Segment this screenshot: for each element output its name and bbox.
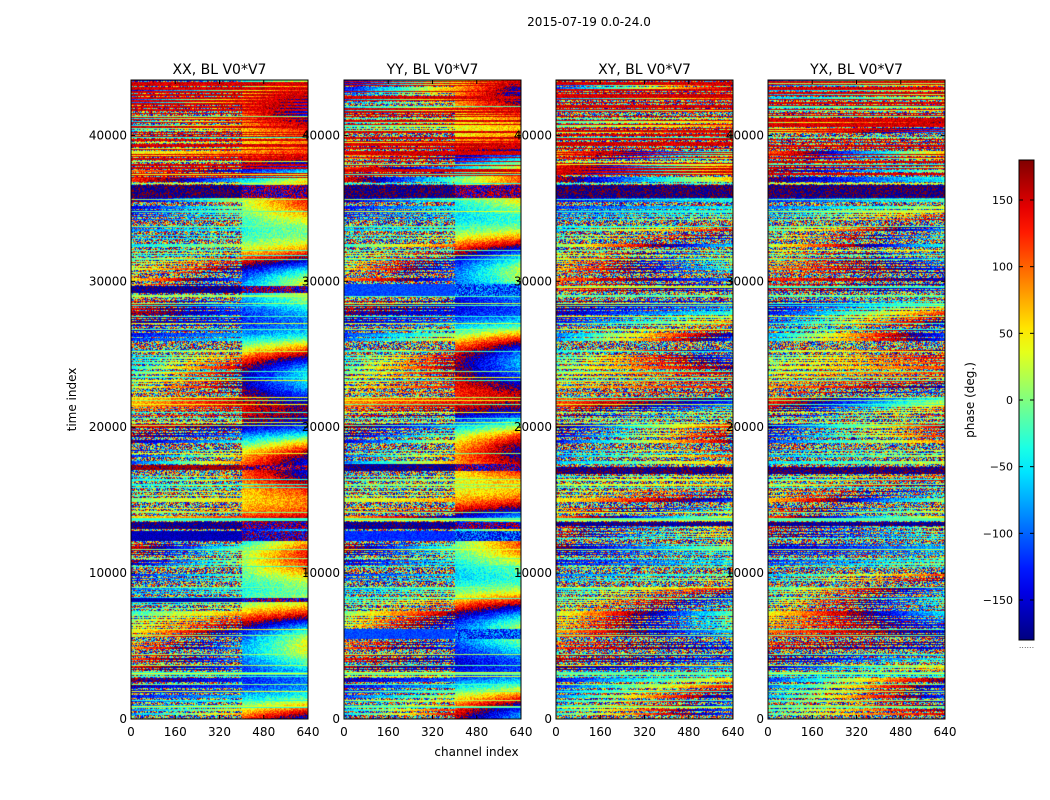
x-tick-label: 160 [589,725,612,739]
y-tick-label: 20000 [89,420,127,434]
y-tick-label: 10000 [302,566,340,580]
y-tick-label: 40000 [514,128,552,142]
y-tick-label: 10000 [514,566,552,580]
x-tick-label: 320 [208,725,231,739]
colorbar-tick-label: −150 [983,594,1013,607]
panel-4: YX, BL V0*V7 0 160 320 480 640 0 10000 20000 3000… [726,62,957,739]
colorbar-offset-text: ...... [1019,641,1034,650]
x-tick-label: 480 [465,725,488,739]
x-tick-label: 320 [845,725,868,739]
x-tick-label: 0 [127,725,135,739]
colorbar-gradient [1019,160,1034,640]
y-tick-label: 0 [544,712,552,726]
x-tick-label: 640 [722,725,745,739]
colorbar-tick-label: 100 [992,261,1013,274]
y-tick-label: 10000 [89,566,127,580]
y-tick-label: 0 [332,712,340,726]
x-axis-label: channel index [434,745,518,759]
panel-title: XY, BL V0*V7 [598,62,691,78]
heatmap-image [556,80,733,719]
colorbar: −150 −100 −50 0 50 100 150 phase (deg.)...... [963,159,1035,650]
colorbar-label: phase (deg.) [963,362,977,438]
y-tick-label: 20000 [302,420,340,434]
panel-2: YY, BL V0*V7 0 160 320 480 640 0 10000 20000 3000… [302,62,533,759]
x-tick-label: 640 [510,725,533,739]
heatmap-image [768,80,945,719]
panel-title: XX, BL V0*V7 [173,62,267,78]
x-tick-label: 320 [421,725,444,739]
y-tick-label: 30000 [726,274,764,288]
y-axis-label: time index [65,368,79,432]
figure-title: 2015-07-19 0.0-24.0 [527,15,651,29]
y-tick-label: 0 [756,712,764,726]
colorbar-tick-label: −100 [983,527,1013,540]
x-tick-label: 640 [934,725,957,739]
y-tick-label: 30000 [514,274,552,288]
y-tick-label: 20000 [726,420,764,434]
x-tick-label: 0 [552,725,560,739]
panels: XX, BL V0*V7 0 160 320 480 640 0 10000 20000 3000… [65,62,956,759]
panel-title: YX, BL V0*V7 [809,62,903,78]
colorbar-tick-label: 50 [999,327,1013,340]
colorbar-tick-label: 0 [1006,394,1013,407]
y-tick-label: 40000 [302,128,340,142]
heatmap-image [344,80,521,719]
x-tick-label: 480 [252,725,275,739]
y-tick-label: 20000 [514,420,552,434]
heatmap-image [131,80,308,719]
x-tick-label: 160 [801,725,824,739]
x-tick-label: 160 [164,725,187,739]
x-tick-label: 480 [889,725,912,739]
panel-1: XX, BL V0*V7 0 160 320 480 640 0 10000 20000 3000… [65,62,319,739]
y-tick-label: 30000 [89,274,127,288]
y-tick-label: 0 [119,712,127,726]
colorbar-tick-label: 150 [992,194,1013,207]
x-tick-label: 480 [677,725,700,739]
y-tick-label: 40000 [89,128,127,142]
x-tick-label: 0 [764,725,772,739]
panel-3: XY, BL V0*V7 0 160 320 480 640 0 10000 20000 3000… [514,62,745,739]
x-tick-label: 0 [340,725,348,739]
y-tick-label: 40000 [726,128,764,142]
y-tick-label: 10000 [726,566,764,580]
x-tick-label: 160 [377,725,400,739]
colorbar-tick-label: −50 [990,461,1013,474]
x-tick-label: 320 [633,725,656,739]
y-tick-label: 30000 [302,274,340,288]
panel-title: YY, BL V0*V7 [386,62,479,78]
x-tick-label: 640 [297,725,320,739]
